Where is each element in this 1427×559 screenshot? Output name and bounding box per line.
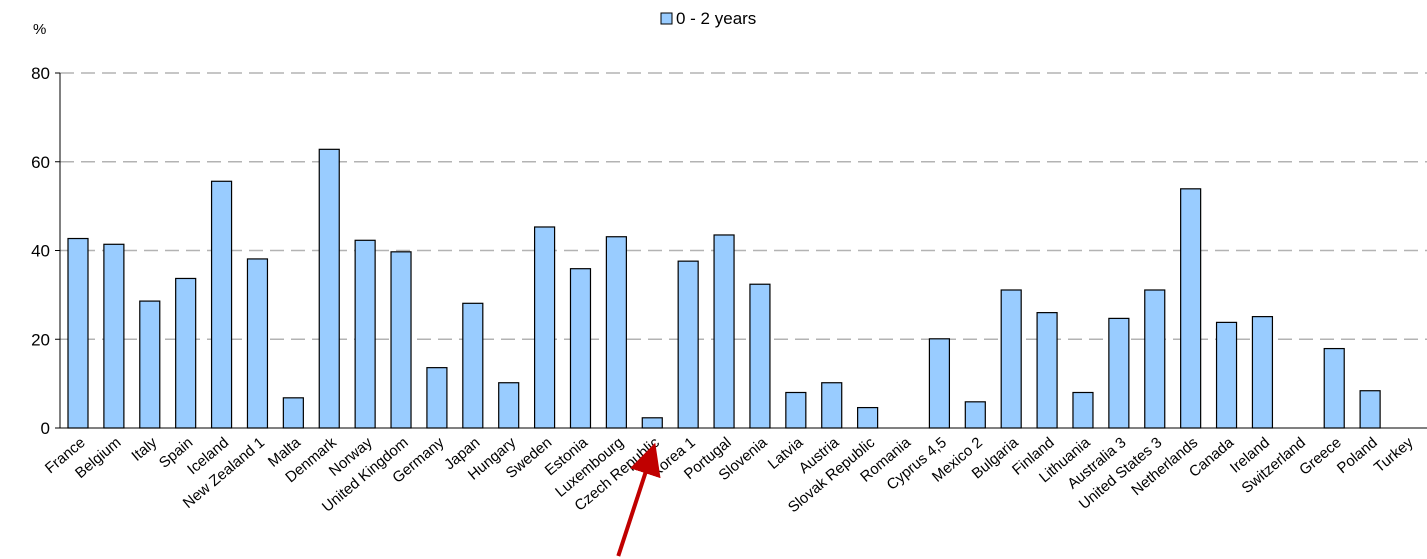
y-tick-label: 40: [31, 242, 50, 261]
legend-swatch: [660, 12, 673, 25]
bar: Poland: 8.4: [1359, 390, 1381, 429]
bars: France: 42.7 Belgium: 41.4 Italy: 28.6 Spai…: [67, 148, 1381, 429]
bar: Slovenia: 32.4: [749, 283, 771, 429]
y-tick-label: 20: [31, 330, 50, 349]
bar: Mexico 2: 5.9: [964, 401, 986, 429]
bar: New Zealand 1: 38.1: [246, 258, 269, 429]
bar: Lithuania: 8: [1072, 391, 1094, 429]
bar: Japan: 28.1: [462, 302, 484, 429]
bar: Ireland: 25.1: [1251, 316, 1274, 429]
bar: Iceland: 55.6: [210, 180, 233, 429]
bar: Korea 1: 37.6: [677, 260, 699, 429]
bar: Belgium: 41.4: [103, 243, 125, 429]
bar: United Kingdom: 39.7: [390, 251, 412, 429]
annotation-arrow: [616, 442, 661, 557]
bar: Austria: 10.2: [821, 382, 843, 429]
bar: Hungary: 10.2: [498, 382, 520, 429]
bar: Malta: 6.8: [282, 397, 304, 429]
bar: Portugal: 43.5: [713, 234, 735, 429]
bar: Australia 3: 24.7: [1108, 317, 1130, 429]
bar: France: 42.7: [67, 237, 89, 429]
bar: United States 3: 31.1: [1144, 289, 1166, 429]
y-tick-labels: 0 20 40 60 80: [31, 64, 50, 438]
legend: 0 - 2 years: [660, 9, 756, 28]
legend-label: 0 - 2 years: [676, 9, 756, 28]
bar: Luxembourg: 43.1: [605, 236, 627, 429]
bar: Cyprus 4,5: 20.1: [928, 338, 951, 429]
x-tick-label: Turkey: [1371, 434, 1417, 476]
y-tick-label: 80: [31, 64, 50, 83]
axes: [55, 72, 1427, 429]
bar: Czech Republic: 2.3: [641, 417, 663, 429]
bar: Latvia: 8: [785, 391, 807, 429]
bar: Slovak Republic: 4.6: [857, 406, 879, 429]
bar: Greece: 17.9: [1323, 347, 1345, 429]
bar: Finland: 26: [1036, 312, 1058, 429]
bar: Canada: 23.8: [1215, 321, 1238, 429]
bar: Germany: 13.6: [426, 367, 448, 429]
x-tick-label: Poland: [1334, 434, 1381, 477]
bar: Estonia: 35.9: [569, 268, 592, 429]
y-axis-unit-label: %: [33, 21, 46, 38]
bar: Norway: 42.3: [354, 239, 376, 429]
y-tick-label: 0: [41, 419, 50, 438]
bar: Sweden: 45.3: [533, 226, 556, 429]
bar: Denmark: 62.8: [318, 148, 340, 429]
bar: Netherlands: 53.9: [1180, 188, 1202, 429]
y-tick-label: 60: [31, 153, 50, 172]
bar: Spain: 33.7: [175, 277, 197, 429]
bar: Italy: 28.6: [139, 300, 161, 429]
bar: Bulgaria: 31.1: [1000, 289, 1022, 429]
annotations: [616, 442, 661, 557]
